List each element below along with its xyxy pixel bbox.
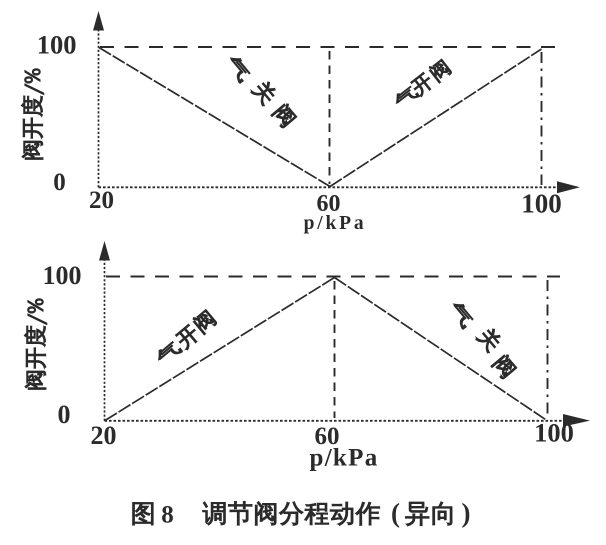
svg-text:p/kPa: p/kPa — [304, 213, 367, 234]
svg-text:0: 0 — [53, 169, 66, 196]
svg-text:p/kPa: p/kPa — [309, 445, 378, 472]
svg-text:100: 100 — [43, 261, 82, 290]
svg-text:60: 60 — [317, 191, 341, 217]
svg-text:0: 0 — [58, 400, 71, 429]
svg-text:20: 20 — [89, 187, 114, 214]
svg-text:20: 20 — [91, 421, 117, 450]
svg-text:): ) — [462, 498, 471, 528]
svg-text:8: 8 — [161, 502, 174, 529]
svg-text:100: 100 — [534, 418, 574, 448]
svg-text:100: 100 — [37, 30, 77, 60]
svg-text:(: ( — [391, 498, 400, 528]
svg-text:100: 100 — [521, 189, 562, 219]
svg-text:60: 60 — [315, 423, 340, 450]
